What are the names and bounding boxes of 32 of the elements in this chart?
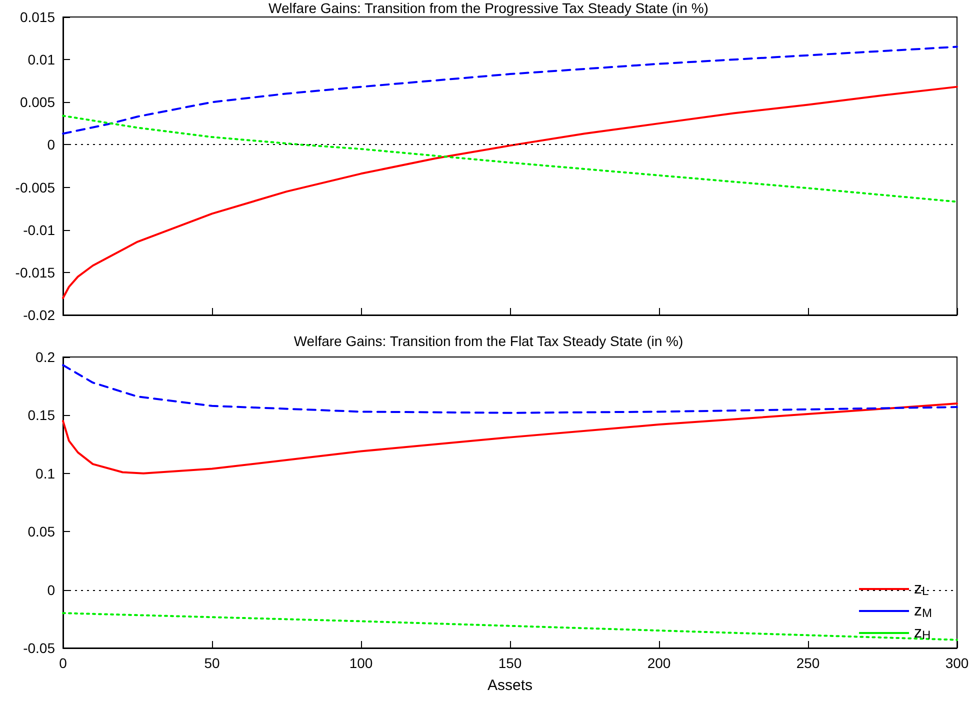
y-tick-label: 0.005 (20, 94, 56, 110)
x-tick-label: 150 (498, 655, 522, 671)
line-series (62, 114, 958, 203)
y-tick-label: 0.1 (36, 465, 56, 482)
y-tick-label: -0.01 (23, 222, 56, 238)
x-tick-label: 300 (945, 655, 969, 671)
y-tick-label: 0.01 (28, 52, 56, 68)
chart-title: Welfare Gains: Transition from the Flat Tax Steady State (in %) (294, 333, 684, 349)
y-tick-label: 0.015 (20, 9, 56, 25)
y-tick-label: -0.005 (15, 179, 56, 196)
x-tick-label: 200 (647, 655, 671, 671)
x-tick-label: 250 (796, 655, 820, 671)
y-tick-label: 0 (47, 136, 56, 153)
legend-label: zH (914, 624, 931, 642)
line-series (62, 86, 958, 299)
y-tick-label: -0.015 (15, 264, 56, 280)
y-tick-label: 0.2 (36, 349, 56, 365)
x-tick-label: 100 (349, 655, 373, 671)
legend-label: zM (914, 602, 932, 620)
y-tick-label: -0.05 (23, 640, 56, 656)
x-tick-label: 50 (204, 655, 220, 671)
line-series (62, 364, 958, 414)
line-series (62, 46, 958, 135)
y-tick-label: 0.15 (28, 407, 56, 424)
legend-label: zL (914, 580, 930, 598)
x-axis-title: Assets (487, 677, 533, 694)
x-tick-label: 0 (59, 655, 68, 671)
chart-title: Welfare Gains: Transition from the Progressive Tax Steady State (in %) (268, 0, 708, 16)
y-tick-label: -0.02 (23, 307, 56, 323)
y-tick-label: 0.05 (28, 524, 56, 540)
y-tick-label: 0 (47, 582, 56, 598)
line-series (62, 402, 958, 474)
